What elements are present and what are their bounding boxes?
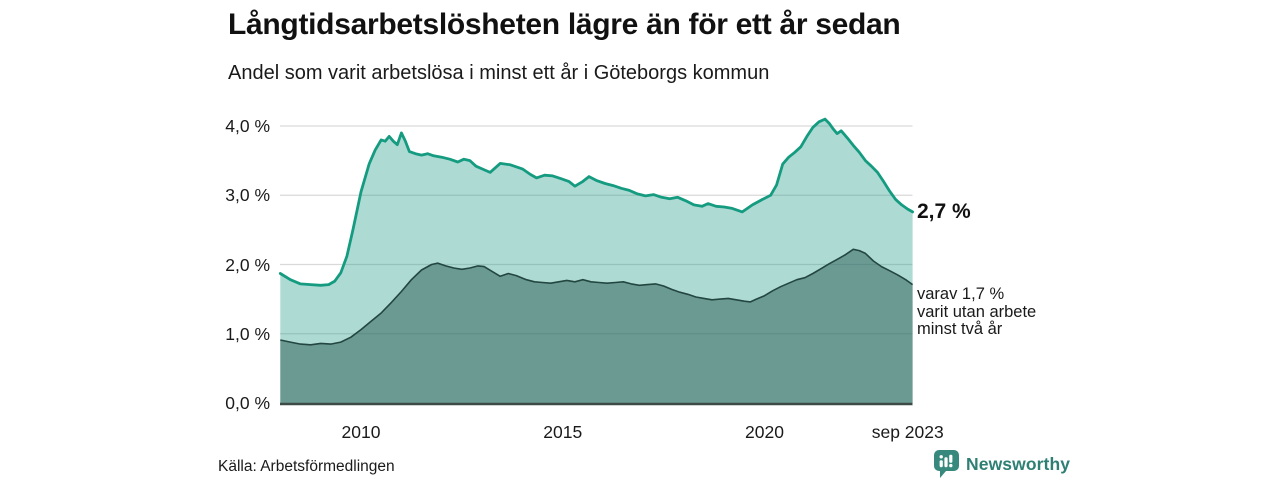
subseries-annotation-line: minst två år	[917, 320, 1003, 339]
y-axis-label: 0,0 %	[225, 393, 270, 413]
page-title: Långtidsarbetslösheten lägre än för ett …	[228, 8, 901, 41]
source-note: Källa: Arbetsförmedlingen	[218, 458, 395, 475]
y-axis-label: 1,0 %	[225, 323, 270, 344]
subseries-annotation-line: varav 1,7 %	[917, 285, 1005, 303]
x-axis-label: 2010	[341, 422, 381, 442]
line-minst-tva-ar	[280, 248, 914, 346]
newsworthy-logo-text: Newsworthy	[966, 453, 1071, 474]
subseries-annotation-line: varit utan arbete	[917, 302, 1037, 321]
area-minst-ett-ar	[280, 119, 913, 403]
x-axis-label: sep 2023	[871, 422, 944, 442]
y-axis-label: 2,0 %	[225, 254, 270, 275]
end-value-label: 2,7 %	[917, 200, 971, 223]
x-axis-label: 2015	[543, 422, 583, 442]
y-axis-label: 4,0 %	[225, 116, 270, 136]
newsworthy-logo-icon	[934, 449, 959, 478]
line-minst-ett-ar	[278, 117, 914, 287]
y-axis-label: 3,0 %	[225, 185, 270, 206]
area-minst-tva-ar	[280, 249, 913, 403]
x-axis-label: 2020	[745, 422, 784, 442]
page-subtitle: Andel som varit arbetslösa i minst ett å…	[228, 62, 770, 84]
subseries-annotation: varav 1,7 % varit utan arbete minst två …	[917, 285, 1037, 339]
newsworthy-logo: Newsworthy	[934, 449, 1070, 479]
